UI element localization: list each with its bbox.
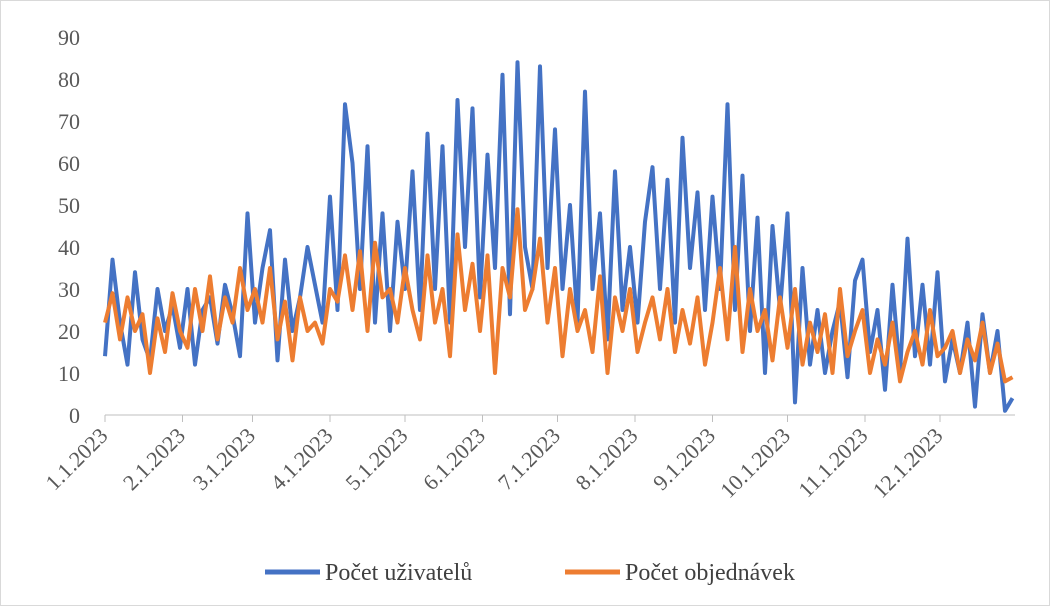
y-tick-label: 30 xyxy=(58,277,80,302)
legend-label: Počet objednávek xyxy=(625,560,795,586)
y-tick-label: 90 xyxy=(58,25,80,50)
series-line xyxy=(103,60,1015,413)
y-tick-label: 10 xyxy=(58,361,80,386)
legend-label: Počet uživatelů xyxy=(325,560,472,586)
y-tick-label: 70 xyxy=(58,109,80,134)
y-tick-label: 50 xyxy=(58,193,80,218)
y-tick-label: 60 xyxy=(58,151,80,176)
y-tick-label: 20 xyxy=(58,319,80,344)
y-tick-label: 80 xyxy=(58,67,80,92)
y-tick-label: 0 xyxy=(69,403,80,428)
legend: Počet uživatelů Počet objednávek xyxy=(265,560,795,586)
series-line xyxy=(103,207,1014,384)
y-tick-label: 40 xyxy=(58,235,80,260)
